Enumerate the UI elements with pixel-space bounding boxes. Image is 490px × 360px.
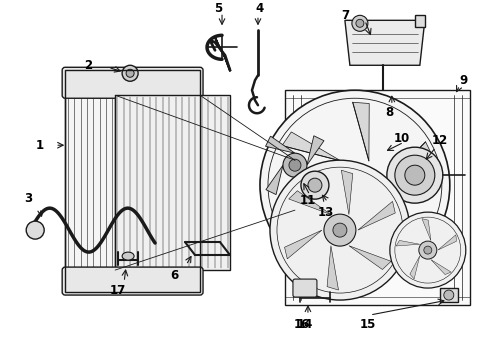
Polygon shape — [431, 260, 451, 275]
Polygon shape — [277, 185, 327, 229]
Text: 1: 1 — [36, 139, 44, 152]
FancyBboxPatch shape — [62, 67, 203, 98]
Text: 6: 6 — [170, 269, 178, 282]
Circle shape — [260, 90, 450, 280]
Text: 4: 4 — [256, 2, 264, 15]
Polygon shape — [282, 132, 341, 161]
Circle shape — [333, 163, 377, 207]
Polygon shape — [410, 256, 420, 279]
Circle shape — [333, 223, 347, 237]
Polygon shape — [341, 210, 357, 268]
Polygon shape — [422, 219, 431, 240]
Polygon shape — [295, 177, 324, 194]
Text: 2: 2 — [84, 59, 92, 72]
Text: 8: 8 — [386, 106, 394, 119]
Polygon shape — [369, 210, 428, 238]
Circle shape — [126, 69, 134, 77]
Circle shape — [122, 65, 138, 81]
Polygon shape — [289, 191, 331, 215]
Polygon shape — [115, 95, 230, 270]
Polygon shape — [327, 246, 339, 290]
Polygon shape — [285, 230, 322, 259]
Polygon shape — [358, 201, 395, 230]
Circle shape — [26, 221, 44, 239]
Polygon shape — [438, 235, 457, 250]
Circle shape — [405, 165, 425, 185]
FancyBboxPatch shape — [293, 279, 317, 297]
Circle shape — [345, 175, 365, 195]
Polygon shape — [266, 136, 295, 153]
Text: 15: 15 — [360, 318, 376, 330]
Ellipse shape — [122, 252, 134, 260]
Circle shape — [395, 155, 435, 195]
Polygon shape — [353, 102, 369, 161]
Circle shape — [424, 246, 432, 254]
Circle shape — [270, 160, 410, 300]
Circle shape — [419, 241, 437, 259]
Circle shape — [308, 178, 322, 192]
Circle shape — [289, 159, 301, 171]
Circle shape — [324, 214, 356, 246]
FancyBboxPatch shape — [62, 267, 203, 295]
Polygon shape — [396, 240, 420, 246]
Polygon shape — [349, 246, 391, 270]
Polygon shape — [65, 95, 115, 270]
Polygon shape — [440, 288, 458, 302]
Polygon shape — [345, 20, 425, 65]
Circle shape — [352, 15, 368, 31]
Circle shape — [283, 153, 307, 177]
Polygon shape — [383, 142, 433, 185]
Polygon shape — [307, 136, 324, 165]
Text: 12: 12 — [432, 134, 448, 147]
Polygon shape — [266, 165, 283, 195]
Text: 10: 10 — [394, 132, 410, 145]
Text: 3: 3 — [24, 192, 32, 204]
Circle shape — [301, 171, 329, 199]
Circle shape — [444, 290, 454, 300]
Circle shape — [390, 212, 466, 288]
Polygon shape — [65, 270, 200, 292]
Polygon shape — [415, 15, 425, 27]
Polygon shape — [65, 70, 200, 95]
Text: 16: 16 — [294, 318, 310, 330]
Circle shape — [356, 19, 364, 27]
Polygon shape — [342, 170, 353, 215]
Text: 17: 17 — [110, 284, 126, 297]
Circle shape — [387, 147, 443, 203]
Text: 9: 9 — [460, 74, 468, 87]
Polygon shape — [285, 90, 470, 305]
Text: 13: 13 — [318, 206, 334, 219]
Text: 11: 11 — [300, 194, 316, 207]
Text: 7: 7 — [341, 9, 349, 22]
Text: 5: 5 — [214, 2, 222, 15]
Text: 14: 14 — [297, 318, 313, 330]
